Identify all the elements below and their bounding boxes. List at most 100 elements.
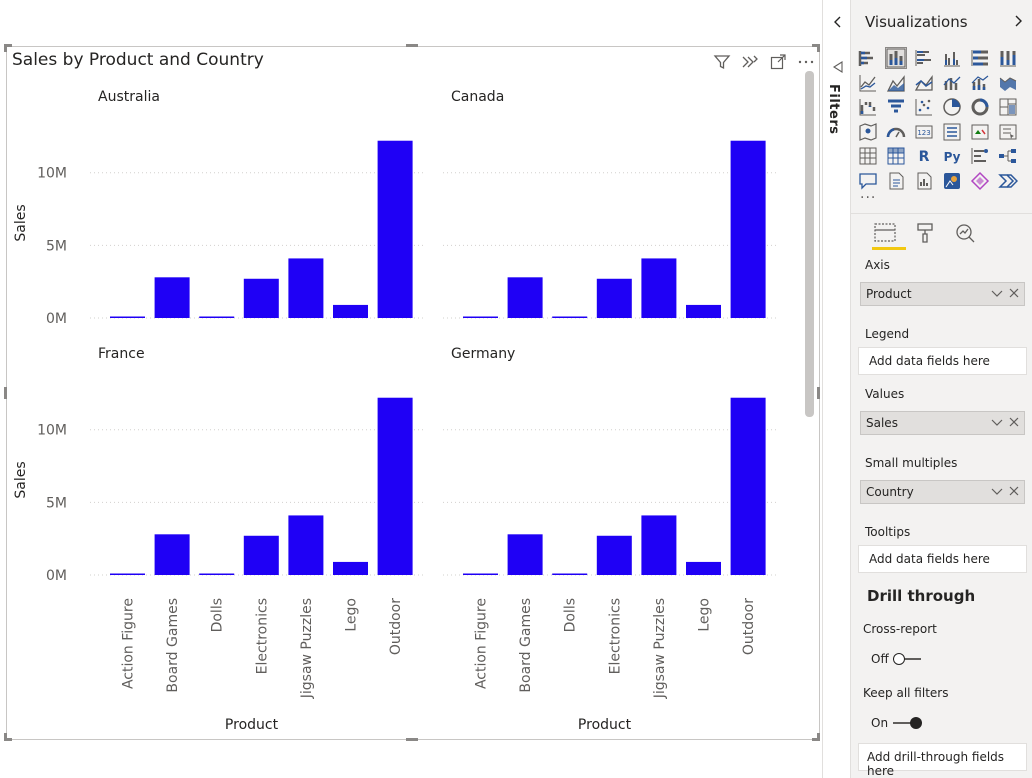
panel-title-germany: Germany [451,346,515,362]
fields-tab-icon[interactable] [873,221,897,245]
waterfall-icon[interactable] [858,97,878,117]
x-axis-title: Product [578,717,632,733]
chevron-down-icon[interactable] [991,484,1003,498]
power-automate-icon[interactable] [998,171,1018,191]
chevron-left-icon[interactable] [832,15,844,29]
kpi-icon[interactable] [970,122,990,142]
gauge-icon[interactable] [886,122,906,142]
line-icon[interactable] [858,73,878,93]
card-icon[interactable]: 123 [914,122,934,142]
area-icon[interactable] [886,73,906,93]
matrix-icon[interactable] [886,146,906,166]
x-tick-label: Action Figure [474,598,490,689]
bar-france-lego [333,561,368,575]
scatter-icon[interactable] [914,97,934,117]
chevron-right-icon[interactable] [1012,14,1024,28]
focus-mode-icon[interactable] [769,53,787,71]
resize-handle-left[interactable] [4,387,7,399]
collapse-icon[interactable] [831,60,845,74]
multirow-card-icon[interactable] [942,122,962,142]
keep-all-filters-toggle[interactable]: On [851,712,931,732]
pie-icon[interactable] [942,97,962,117]
stacked-bar-icon-glyph [858,51,873,66]
key-influencers-icon[interactable] [970,146,990,166]
slicer-icon[interactable] [998,122,1018,142]
axis-field-pill[interactable]: Product [860,282,1025,306]
python-visual-icon[interactable]: Py [942,146,962,166]
filters-label[interactable]: Filters [826,84,841,135]
qna-icon[interactable] [858,171,878,191]
x-tick-label: Action Figure [121,598,137,689]
values-field-pill[interactable]: Sales [860,411,1025,435]
legend-drop-zone[interactable]: Add data fields here [858,347,1027,375]
100-column-icon[interactable] [998,48,1018,68]
panel-title-canada: Canada [451,89,504,105]
python-visual-icon-glyph: Py [944,150,961,164]
chevron-down-icon[interactable] [991,415,1003,429]
resize-handle-bottom-right-v[interactable] [817,733,820,741]
table-icon[interactable] [858,146,878,166]
cross-report-toggle[interactable]: Off [851,648,931,668]
resize-handle-bottom[interactable] [406,738,418,741]
drill-through-placeholder: Add drill-through fields here [867,750,1005,778]
resize-handle-right[interactable] [817,387,820,399]
stacked-column-icon[interactable] [885,47,907,69]
resize-handle-bottom-left-v[interactable] [4,733,7,741]
stacked-area-icon[interactable] [914,73,934,93]
tooltips-drop-zone[interactable]: Add data fields here [858,545,1027,573]
bar-chart-visual[interactable]: Sales by Product and Country [6,46,820,740]
clustered-bar-icon[interactable] [914,48,934,68]
remove-field-icon[interactable] [1008,286,1020,300]
treemap-icon[interactable] [998,97,1018,117]
small-multiples-field-pill[interactable]: Country [860,480,1025,504]
paginated-icon[interactable] [914,171,934,191]
clustered-column-icon[interactable] [942,48,962,68]
filters-pane-collapsed[interactable]: Filters [822,0,851,778]
power-automate-icon-glyph [998,173,1018,188]
remove-field-icon[interactable] [1008,484,1020,498]
clustered-bar-icon-glyph [915,50,931,66]
100-bar-icon-glyph [971,50,988,66]
resize-handle-bottom-right[interactable] [812,738,820,741]
visual-title: Sales by Product and Country [12,50,264,70]
resize-handle-top[interactable] [406,44,418,47]
format-tab-icon[interactable] [913,221,937,245]
x-tick-label: Lego [344,598,360,632]
power-apps-icon[interactable] [970,171,990,191]
line-column-icon[interactable] [942,73,962,93]
stacked-bar-icon[interactable] [858,48,878,68]
resize-handle-top-left[interactable] [4,44,12,47]
analytics-tab-icon[interactable] [953,221,977,245]
resize-handle-top-right-v[interactable] [817,44,820,52]
chevron-down-icon[interactable] [991,286,1003,300]
bar-australia-outdoor [377,140,413,318]
arcgis-icon-glyph [944,172,960,189]
drill-icon[interactable] [741,53,759,71]
remove-field-icon[interactable] [1008,415,1020,429]
funnel-icon[interactable] [886,97,906,117]
panel-title-australia: Australia [98,89,160,105]
svg-text:R: R [919,149,930,165]
r-visual-icon[interactable]: R [914,146,934,166]
legend-placeholder: Add data fields here [869,354,990,368]
smart-narrative-icon[interactable] [886,171,906,191]
more-visuals-icon[interactable]: ··· [860,190,877,206]
filter-icon[interactable] [713,53,731,71]
resize-handle-top-right[interactable] [812,44,820,47]
decomposition-tree-icon[interactable] [998,146,1018,166]
map-icon[interactable] [858,122,878,142]
visual-scrollbar[interactable] [805,71,814,417]
more-options-icon[interactable] [797,53,815,71]
ribbon-icon[interactable] [998,73,1018,93]
resize-handle-top-left-v[interactable] [4,44,7,52]
resize-handle-bottom-left[interactable] [4,738,12,741]
bar-canada-lego [686,304,721,318]
x-tick-label: Dolls [210,598,226,632]
toggle-knob [893,653,905,665]
donut-icon[interactable] [970,97,990,117]
line-stacked-column-icon[interactable] [970,73,990,93]
drill-through-drop-zone[interactable]: Add drill-through fields here [858,743,1027,778]
clustered-column-icon-glyph [944,52,960,67]
100-bar-icon[interactable] [970,48,990,68]
arcgis-icon[interactable] [942,171,962,191]
